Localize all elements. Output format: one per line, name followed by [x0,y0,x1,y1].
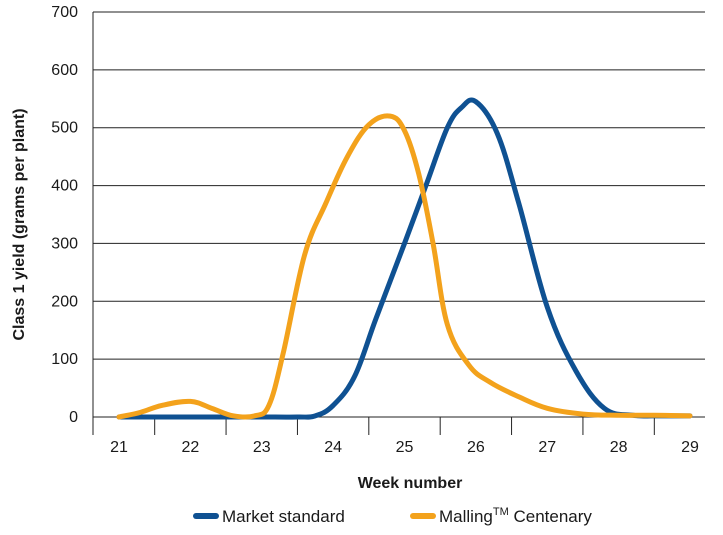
y-tick-label: 200 [51,293,78,310]
x-tick-label: 22 [181,439,199,456]
x-tick-label: 27 [538,439,556,456]
x-tick-label: 24 [324,439,342,456]
x-axis-title: Week number [358,475,463,492]
legend-label-suffix: Centenary [509,507,593,526]
legend-label-malling-centenary: MallingTM Centenary [439,506,592,526]
y-tick-label: 400 [51,178,78,195]
x-tick-label: 23 [253,439,271,456]
series-line-market-standard [116,97,693,420]
legend-label-market-standard: Market standard [222,507,345,526]
x-tick-label: 26 [467,439,485,456]
x-tick-label: 21 [110,439,128,456]
y-tick-label: 700 [51,4,78,21]
y-tick-label: 500 [51,120,78,137]
y-tick-label: 100 [51,351,78,368]
legend-label-part: Malling [439,507,493,526]
y-tick-label: 600 [51,62,78,79]
x-tick-label: 28 [610,439,628,456]
y-axis-title: Class 1 yield (grams per plant) [11,108,28,340]
y-tick-label: 0 [69,409,78,426]
x-tick-label: 25 [396,439,414,456]
series-line-malling-centenary [116,113,693,420]
y-tick-label: 300 [51,235,78,252]
legend-superscript: TM [493,506,509,518]
x-tick-label: 29 [681,439,699,456]
